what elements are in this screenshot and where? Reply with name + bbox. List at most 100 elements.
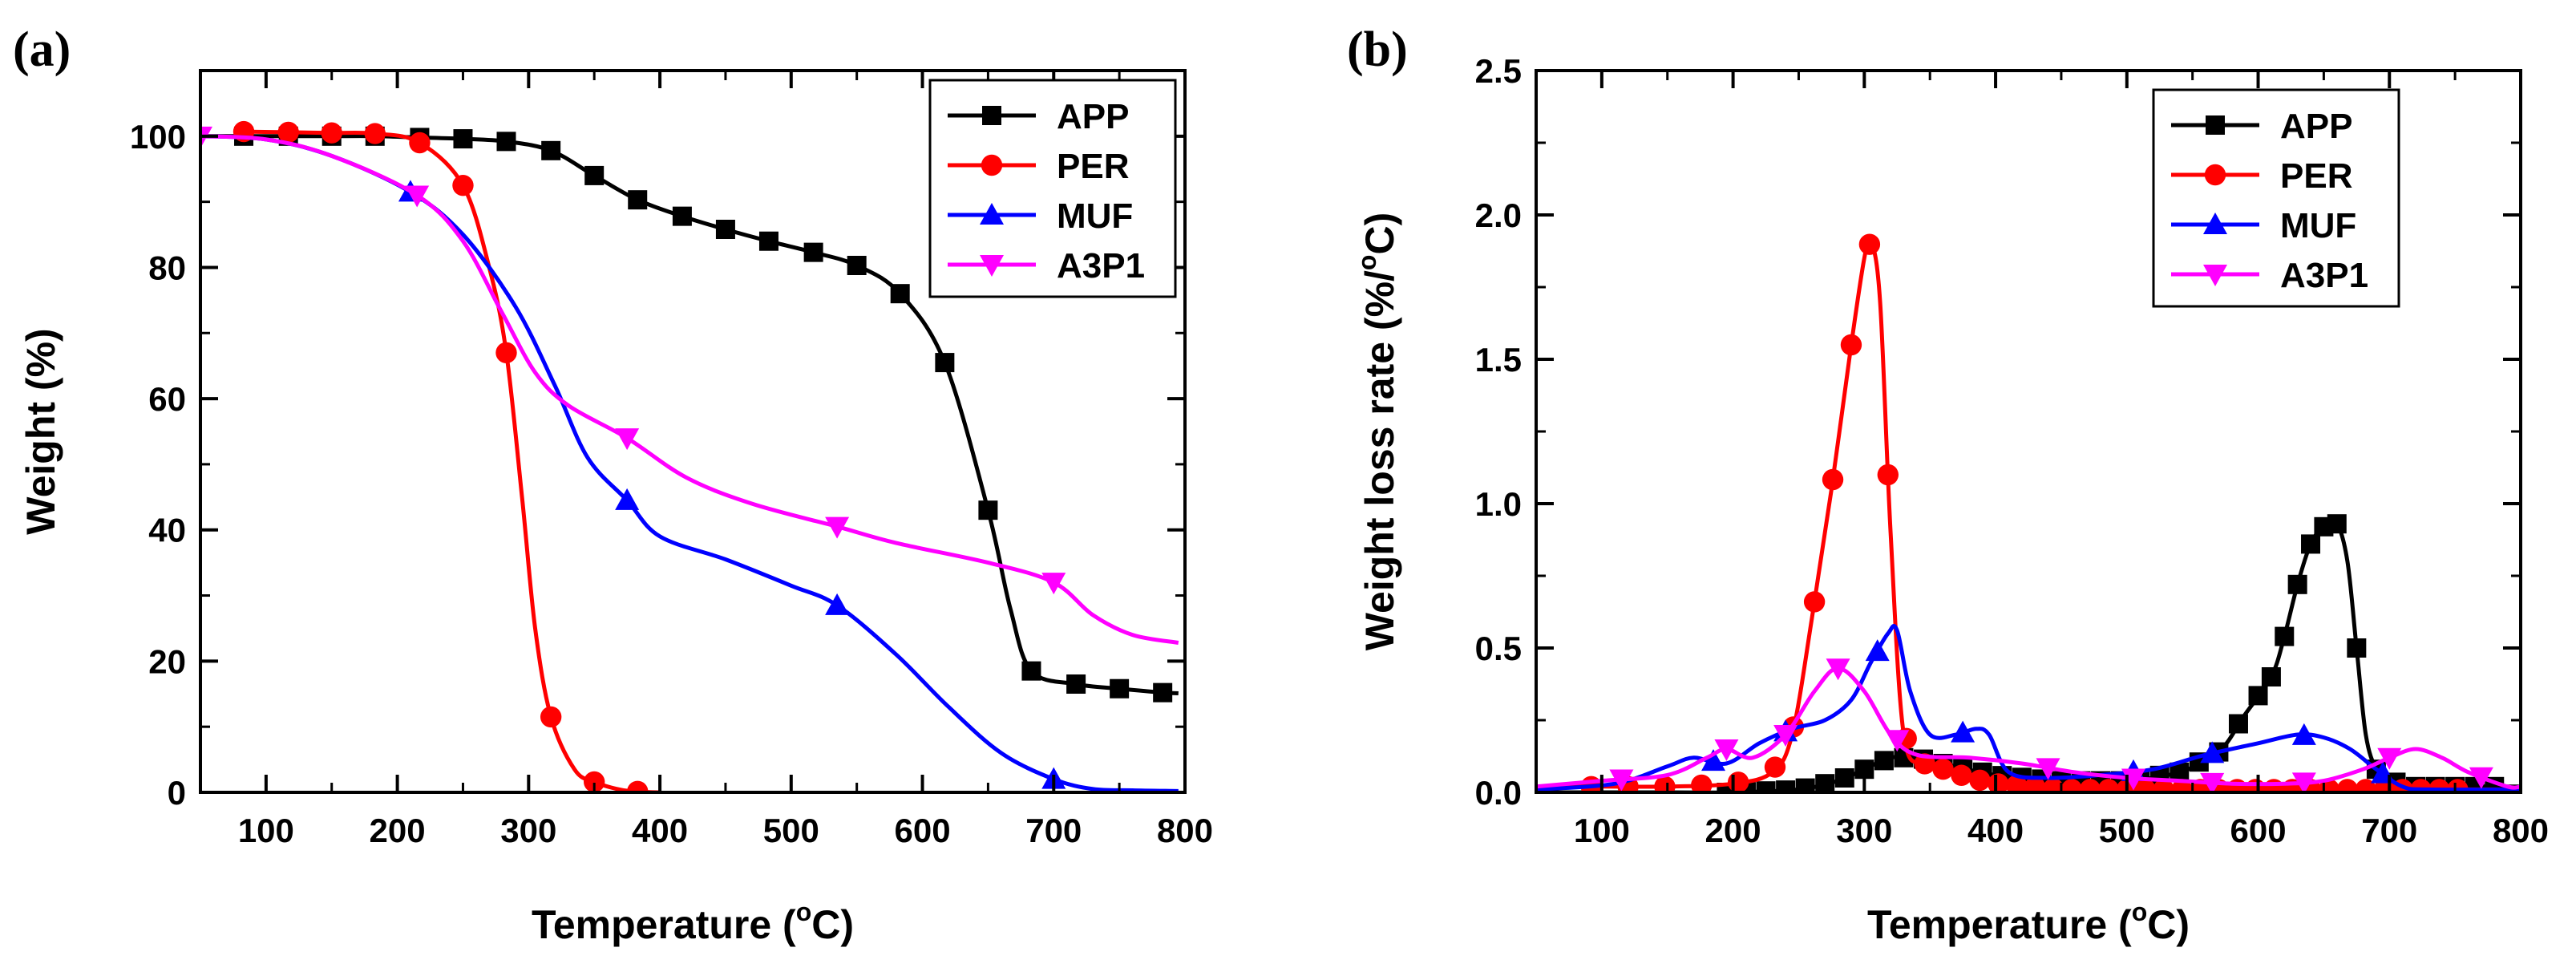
panel-b-label: (b) — [1347, 22, 1408, 77]
data-point-per — [1858, 233, 1881, 255]
x-tick-label: 800 — [2493, 812, 2549, 849]
legend-marker-muf — [2203, 213, 2227, 234]
data-point-a3p1 — [2121, 768, 2145, 791]
data-point-a3p1 — [1885, 730, 1910, 752]
data-point-per — [321, 122, 342, 144]
y-tick-label: 20 — [148, 642, 186, 680]
data-point-muf — [2291, 723, 2316, 745]
x-tick-label: 700 — [1025, 812, 1082, 849]
legend-label-app: APP — [2280, 107, 2352, 146]
data-point-app — [715, 220, 735, 239]
data-point-per — [2336, 779, 2359, 792]
legend-label-a3p1: A3P1 — [1057, 246, 1145, 286]
data-point-per — [627, 780, 649, 792]
axis-title-text: C) — [1357, 213, 1402, 255]
x-tick-label: 500 — [763, 812, 819, 849]
x-tick-label: 100 — [238, 812, 294, 849]
legend-label-app: APP — [1057, 97, 1129, 136]
panel-a-legend: APP PER MUF A3P1 — [928, 79, 1177, 298]
data-point-a3p1 — [2200, 772, 2225, 792]
panel-b-plot-area — [1536, 233, 2521, 792]
x-tick-label: 800 — [1157, 812, 1213, 849]
series-line-app — [1536, 519, 2521, 792]
x-tick-label: 600 — [894, 812, 950, 849]
y-tick-label: 80 — [148, 249, 186, 286]
data-point-app — [978, 500, 998, 520]
legend-label-muf: MUF — [1057, 196, 1133, 236]
data-point-app — [1834, 768, 1854, 788]
data-point-app — [628, 190, 648, 210]
data-point-app — [1756, 781, 1776, 792]
data-point-a3p1 — [2377, 747, 2402, 770]
data-point-app — [758, 231, 778, 251]
data-point-per — [2079, 779, 2101, 792]
data-point-per — [277, 121, 299, 144]
data-point-per — [1654, 776, 1676, 792]
data-point-app — [1874, 751, 1894, 771]
x-tick-label: 400 — [1967, 812, 2024, 849]
data-point-a3p1 — [615, 428, 640, 451]
panel-b-weight-loss-rate-chart: (b) 100 200 300 400 500 600 700 800 0.0 0.5 1.0 1.5… — [1347, 22, 2549, 947]
data-point-per — [1969, 769, 1991, 792]
data-point-app — [1815, 774, 1835, 792]
data-point-a3p1 — [2469, 767, 2493, 789]
y-tick-label: 0.0 — [1475, 774, 1522, 812]
data-point-a3p1 — [405, 185, 430, 208]
axis-title-text: Temperature ( — [1867, 902, 2132, 947]
data-point-per — [1727, 771, 1749, 792]
data-point-per — [1840, 334, 1862, 356]
x-tick-label: 700 — [2361, 812, 2417, 849]
y-tick-label: 40 — [148, 512, 186, 549]
panel-b-axes-ticks: 100 200 300 400 500 600 700 800 0.0 0.5 1.0 1.5 2.0 2… — [1475, 52, 2549, 849]
y-tick-label: 1.0 — [1475, 485, 1522, 523]
data-point-per — [2042, 778, 2064, 792]
data-point-per — [2006, 775, 2028, 792]
data-point-a3p1 — [2036, 758, 2060, 780]
data-point-per — [540, 706, 562, 728]
x-tick-label: 200 — [1705, 812, 1761, 849]
data-point-app — [847, 256, 867, 275]
degree-superscript: o — [796, 897, 812, 926]
legend-marker-app — [982, 106, 1001, 125]
data-point-app — [2347, 638, 2367, 658]
series-line-muf — [1536, 624, 2521, 792]
x-tick-label: 100 — [1574, 812, 1630, 849]
data-point-app — [2248, 686, 2268, 706]
axis-title-text: C) — [2147, 902, 2190, 947]
data-point-app — [890, 284, 910, 304]
data-point-app — [453, 129, 473, 149]
panel-a-axes-ticks: 100 200 300 400 500 600 700 800 0 20 40 60 80 100 — [130, 71, 1213, 849]
y-tick-label: 60 — [148, 380, 186, 418]
series-group — [1536, 233, 2521, 792]
legend-label-per: PER — [2280, 156, 2352, 196]
data-point-per — [1691, 774, 1713, 792]
data-point-app — [2261, 667, 2281, 686]
data-point-app — [1795, 778, 1815, 792]
x-tick-label: 500 — [2099, 812, 2155, 849]
y-tick-label: 100 — [130, 118, 186, 156]
data-point-per — [1803, 591, 1826, 613]
legend-marker-app — [2206, 115, 2225, 135]
data-point-app — [584, 165, 605, 185]
panel-a-label: (a) — [13, 22, 71, 77]
panel-a-y-axis-title: Weight (%) — [18, 328, 63, 534]
data-point-muf — [1865, 639, 1890, 662]
degree-superscript: o — [1353, 255, 1381, 271]
x-tick-label: 300 — [500, 812, 556, 849]
legend-marker-per — [2204, 164, 2226, 186]
y-tick-label: 0.5 — [1475, 630, 1522, 667]
data-point-muf — [1951, 720, 1975, 743]
x-tick-label: 400 — [632, 812, 688, 849]
panel-a-frame — [199, 69, 1187, 794]
data-point-per — [364, 123, 386, 144]
data-point-app — [541, 140, 561, 160]
data-point-per — [1988, 773, 2009, 792]
degree-superscript: o — [2132, 897, 2148, 926]
data-point-muf — [1701, 749, 1726, 771]
data-point-per — [1764, 756, 1786, 778]
data-point-a3p1 — [1714, 739, 1739, 761]
data-point-app — [1066, 674, 1086, 694]
data-point-app — [2327, 514, 2347, 534]
data-point-per — [2134, 779, 2156, 792]
legend-marker-a3p1 — [980, 255, 1004, 277]
